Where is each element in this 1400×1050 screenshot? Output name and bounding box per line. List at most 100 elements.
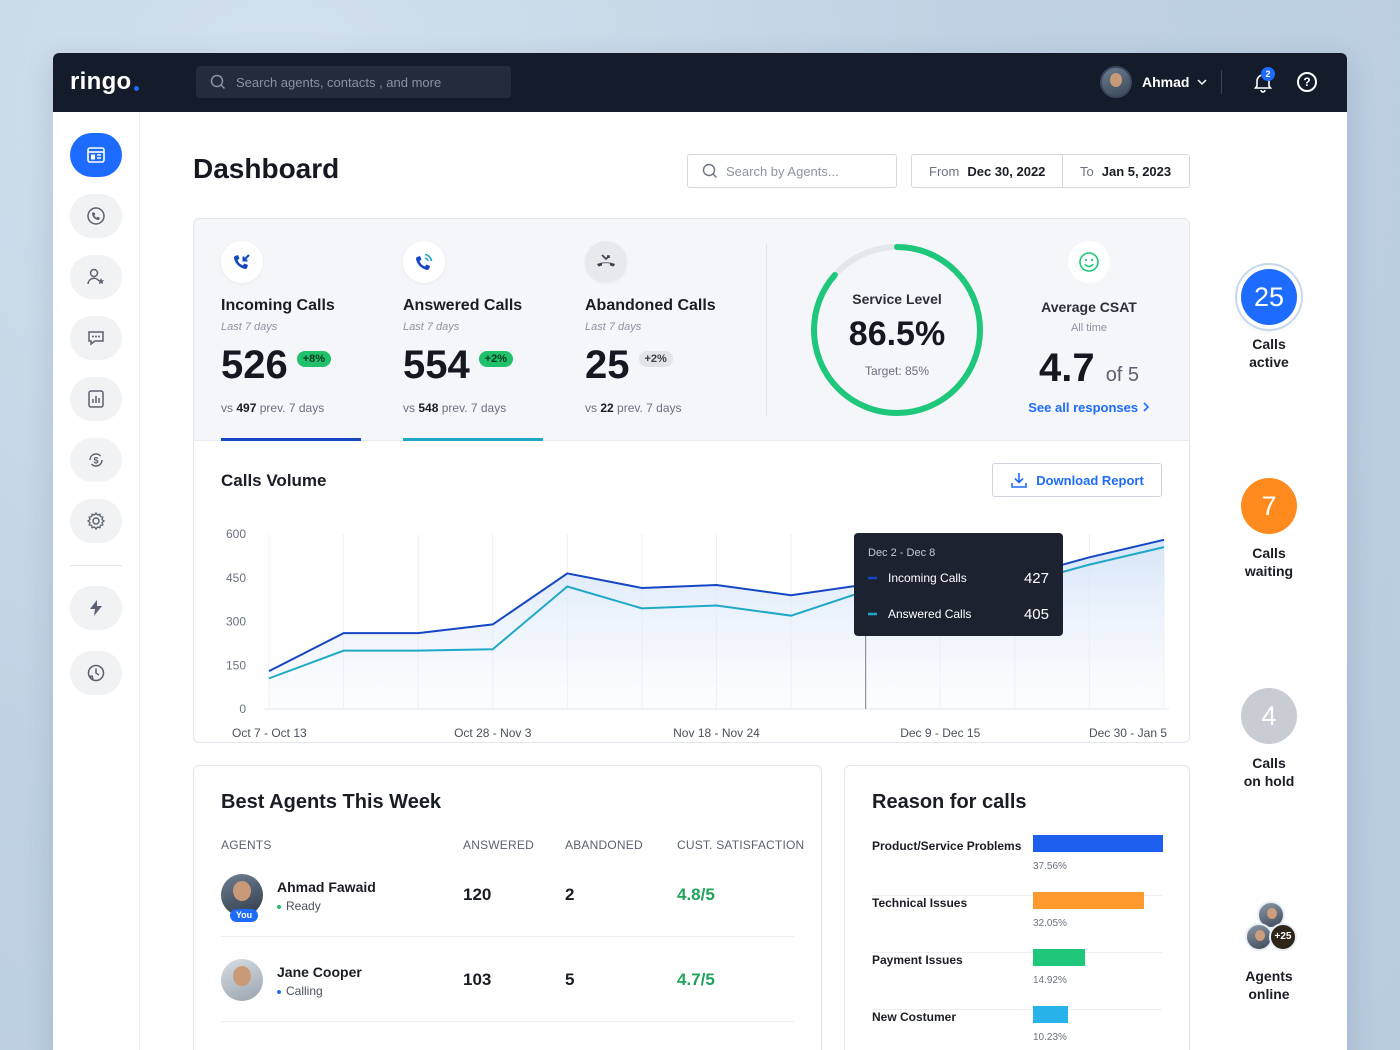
reason-percentage: 10.23%: [1033, 1032, 1067, 1043]
list-item[interactable]: Product/Service Problems 37.56%: [872, 835, 1163, 896]
abandoned-count: 2: [565, 885, 575, 904]
calls-waiting-indicator[interactable]: 7 Calls waiting: [1230, 478, 1308, 580]
change-badge: +2%: [478, 351, 514, 367]
sidebar-item-dashboard[interactable]: [70, 133, 122, 177]
reason-for-calls-card: Reason for calls Product/Service Problem…: [844, 765, 1190, 1050]
calls-waiting-count: 7: [1241, 478, 1297, 534]
to-date-field[interactable]: To Jan 5, 2023: [1063, 155, 1189, 187]
y-tick-label: 600: [226, 527, 246, 541]
satisfaction-score: 4.8/5: [677, 885, 715, 904]
column-header-abandoned: ABANDONED: [565, 838, 643, 852]
stat-period: Last 7 days: [221, 321, 278, 333]
reason-label: Payment Issues: [872, 953, 963, 967]
stat-value: 554: [403, 343, 470, 387]
stat-value: 25: [585, 343, 630, 387]
reason-bar: [1033, 835, 1163, 852]
from-label: From: [929, 163, 960, 179]
sidebar-item-calls[interactable]: [70, 194, 122, 238]
from-date: Dec 30, 2022: [967, 163, 1046, 179]
from-date-field[interactable]: From Dec 30, 2022: [912, 155, 1063, 187]
date-range-picker: From Dec 30, 2022 To Jan 5, 2023: [911, 154, 1190, 188]
agent-search-placeholder: Search by Agents...: [726, 163, 839, 179]
abandoned-call-icon: [585, 241, 627, 283]
sidebar-item-support[interactable]: [70, 651, 122, 695]
to-date: Jan 5, 2023: [1101, 163, 1172, 179]
sidebar: $: [53, 112, 140, 1050]
agent-name: Ahmad Fawaid: [277, 879, 376, 895]
logo[interactable]: ringo: [70, 68, 139, 96]
agent-status: Calling: [277, 984, 323, 998]
download-report-label: Download Report: [1036, 472, 1144, 488]
satisfaction-score: 4.7/5: [677, 970, 715, 989]
calls-active-indicator[interactable]: 25 Calls active: [1230, 263, 1308, 371]
stat-value: 526: [221, 343, 288, 387]
smile-icon: [1068, 241, 1110, 283]
gauge-progress: [811, 244, 983, 416]
dashboard-icon: [87, 147, 105, 163]
global-search-input[interactable]: Search agents, contacts , and more: [196, 66, 511, 98]
svg-text:$: $: [93, 456, 98, 466]
support-icon: [87, 664, 105, 682]
csat-period: All time: [1070, 322, 1108, 334]
table-row[interactable]: You Ahmad Fawaid Ready 120 2 4.8/5: [221, 852, 794, 937]
tab-indicator: [403, 438, 543, 441]
sidebar-item-settings[interactable]: [70, 499, 122, 543]
reason-label: Technical Issues: [872, 896, 968, 910]
stat-period: Last 7 days: [585, 321, 642, 333]
incoming-calls-stat[interactable]: Incoming Calls Last 7 days 526 +8% vs 49…: [221, 241, 371, 415]
chevron-down-icon: [1197, 79, 1207, 86]
reason-bar: [1033, 949, 1085, 966]
agents-online-indicator[interactable]: +25 Agents online: [1230, 901, 1308, 1003]
chat-icon: [88, 331, 104, 346]
kpi-panel: Incoming Calls Last 7 days 526 +8% vs 49…: [194, 219, 1189, 441]
reason-bar: [1033, 892, 1144, 909]
stat-label: Abandoned Calls: [585, 297, 716, 314]
csat-value: 4.7 of 5: [1038, 346, 1140, 390]
agent-name: Jane Cooper: [277, 964, 362, 980]
reason-bar: [1033, 1006, 1069, 1023]
sidebar-item-chat[interactable]: [70, 316, 122, 360]
sidebar-item-billing[interactable]: $: [70, 438, 122, 482]
see-all-responses-link[interactable]: See all responses: [1014, 400, 1164, 415]
sidebar-item-automation[interactable]: [70, 586, 122, 630]
reason-percentage: 37.56%: [1033, 861, 1067, 872]
abandoned-calls-stat[interactable]: Abandoned Calls Last 7 days 25 +2% vs 22…: [585, 241, 735, 415]
table-row[interactable]: Jane Cooper Calling 103 5 4.7/5: [221, 937, 794, 1022]
to-label: To: [1080, 163, 1094, 179]
user-name: Ahmad: [1142, 74, 1190, 90]
reason-label: New Costumer: [872, 1010, 957, 1024]
avatar: [221, 959, 263, 1001]
answered-count: 120: [463, 885, 492, 904]
tooltip-answered-label: Answered Calls: [888, 607, 971, 621]
tooltip-incoming-label: Incoming Calls: [888, 571, 967, 585]
tooltip-range: Dec 2 - Dec 8: [868, 547, 935, 559]
sidebar-item-reports[interactable]: [70, 377, 122, 421]
stat-label: Answered Calls: [403, 297, 523, 314]
topbar-divider: [1221, 70, 1222, 94]
service-level-gauge: [811, 244, 983, 416]
calls-on-hold-indicator[interactable]: 4 Calls on hold: [1230, 688, 1308, 790]
x-tick-label: Nov 18 - Nov 24: [673, 726, 760, 740]
column-header-satisfaction: CUST. SATISFACTION: [677, 838, 805, 852]
list-item[interactable]: Payment Issues 14.92%: [872, 949, 1162, 1010]
answered-calls-stat[interactable]: Answered Calls Last 7 days 554 +2% vs 54…: [403, 241, 553, 415]
you-badge: You: [230, 909, 258, 922]
divider: [766, 244, 767, 416]
calls-volume-title: Calls Volume: [221, 471, 327, 490]
best-agents-card: Best Agents This Week AGENTS ANSWERED AB…: [193, 765, 822, 1050]
list-item[interactable]: Technical Issues 32.05%: [872, 892, 1162, 953]
agent-status: Ready: [277, 899, 321, 913]
change-badge: +8%: [296, 351, 332, 367]
answered-count: 103: [463, 970, 492, 989]
sidebar-item-agents[interactable]: [70, 255, 122, 299]
download-report-button[interactable]: Download Report: [992, 463, 1162, 497]
active-tab-indicator: [221, 438, 361, 441]
agent-search-input[interactable]: Search by Agents...: [687, 154, 897, 188]
list-item[interactable]: New Costumer 10.23%: [872, 1006, 1162, 1050]
y-tick-label: 150: [226, 658, 246, 672]
help-icon[interactable]: ?: [1297, 72, 1317, 92]
page-title: Dashboard: [193, 153, 340, 184]
calls-volume-chart: 600 450 300 150 0 Oct 7 - Oct 13 Oct 28 - Nov …: [226, 527, 1169, 740]
user-menu[interactable]: Ahmad: [1100, 66, 1207, 98]
calls-on-hold-label: Calls on hold: [1243, 755, 1295, 789]
